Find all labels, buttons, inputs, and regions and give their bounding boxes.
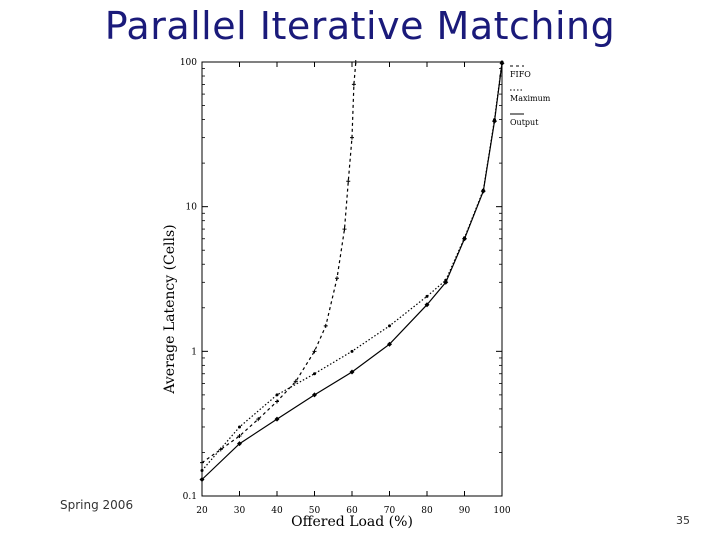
data-point — [350, 349, 354, 353]
data-point — [350, 135, 354, 140]
series-fifo — [200, 60, 358, 465]
page-number: 35 — [676, 514, 690, 527]
series-line-output — [201, 63, 503, 480]
data-point — [424, 302, 430, 308]
x-tick-label: 40 — [271, 506, 283, 516]
data-point — [443, 279, 449, 285]
data-point — [312, 349, 317, 354]
data-point — [256, 417, 261, 422]
x-tick-label: 60 — [346, 506, 358, 516]
data-point — [353, 60, 358, 64]
data-point — [499, 60, 505, 66]
chart-axes: 20 30 40 50 60 70 80 90 100 0.1 1 10 100 — [180, 58, 511, 516]
data-point — [275, 393, 279, 397]
data-point — [323, 323, 328, 328]
data-point — [388, 324, 391, 328]
data-point — [274, 416, 280, 422]
data-point — [480, 188, 486, 194]
data-point — [293, 379, 298, 384]
y-tick-label: 1 — [191, 347, 197, 357]
data-point — [335, 276, 339, 281]
data-point — [351, 82, 356, 87]
data-point — [238, 425, 241, 429]
data-point — [199, 477, 205, 483]
footer-date: Spring 2006 — [60, 498, 134, 512]
data-point — [492, 118, 497, 124]
x-axis-title: Offered Load (%) — [291, 514, 413, 530]
legend-label-maximum: Maximum — [510, 94, 551, 103]
data-point — [237, 433, 242, 438]
data-point — [312, 392, 317, 398]
data-point — [462, 236, 467, 242]
y-tick-label: 100 — [180, 58, 197, 68]
plot-frame — [201, 61, 503, 497]
x-tick-label: 30 — [234, 506, 246, 516]
data-point — [342, 227, 347, 232]
x-tick-label: 50 — [309, 506, 321, 516]
x-tick-label: 70 — [384, 506, 396, 516]
data-point — [425, 294, 429, 298]
x-tick-label: 90 — [459, 506, 471, 516]
data-point — [200, 460, 204, 465]
x-tick-label: 80 — [421, 506, 433, 516]
y-tick-label: 10 — [186, 203, 198, 213]
data-point — [237, 441, 242, 447]
y-axis-title: Average Latency (Cells) — [162, 224, 178, 394]
legend-label-output: Output — [510, 118, 539, 127]
x-tick-label: 20 — [196, 506, 208, 516]
slide-title: Parallel Iterative Matching — [104, 4, 616, 48]
x-tick-label: 100 — [493, 506, 510, 516]
data-point — [387, 341, 392, 347]
chart-legend: FIFO Maximum Output — [510, 65, 551, 127]
series-line-fifo — [201, 61, 357, 464]
series-maximum — [200, 60, 504, 473]
legend-label-fifo: FIFO — [510, 70, 531, 79]
data-point — [313, 372, 316, 376]
data-point — [275, 399, 279, 404]
chart-series — [199, 60, 505, 483]
y-tick-label: 0.1 — [183, 492, 197, 502]
series-output — [199, 60, 505, 483]
data-point — [349, 369, 355, 375]
data-point — [346, 179, 351, 184]
data-point — [200, 469, 204, 473]
